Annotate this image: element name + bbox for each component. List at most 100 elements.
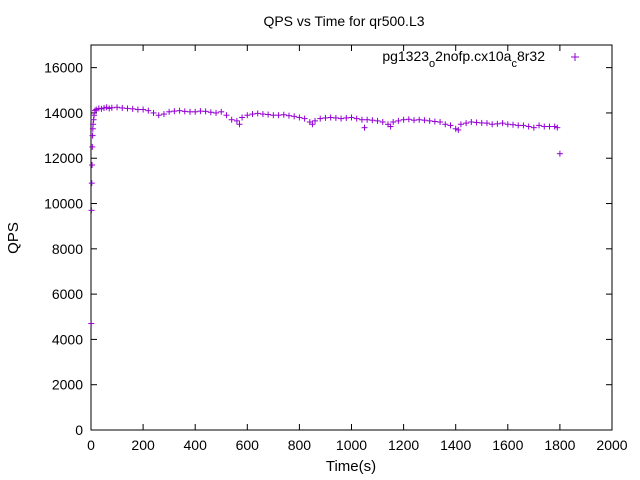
data-point [129, 105, 136, 112]
x-tick-label: 1200 [388, 437, 419, 453]
data-point [280, 111, 287, 118]
data-point [270, 112, 277, 119]
data-point [265, 111, 272, 118]
data-point [259, 111, 266, 118]
data-point [155, 112, 162, 119]
y-tick-label: 16000 [44, 60, 83, 76]
data-point [504, 121, 511, 128]
data-point [124, 105, 131, 112]
data-point [489, 121, 496, 128]
x-tick-label: 600 [236, 437, 260, 453]
data-point [114, 104, 121, 111]
data-point [338, 115, 345, 122]
data-point [233, 117, 240, 124]
y-tick-label: 2000 [52, 377, 83, 393]
data-point [171, 108, 178, 115]
data-point [90, 116, 97, 123]
data-point [181, 108, 188, 115]
legend-text-part: 8r32 [517, 48, 545, 64]
y-tick-label: 4000 [52, 331, 83, 347]
data-point [223, 112, 230, 119]
data-point [411, 117, 418, 124]
data-point [473, 119, 480, 126]
data-point [91, 112, 98, 119]
data-point [89, 132, 96, 139]
data-point [244, 112, 251, 119]
data-point [317, 115, 324, 122]
data-points [88, 104, 563, 327]
data-point [364, 116, 371, 123]
legend-entry: pg1323o2nofp.cx10ac8r32 [382, 48, 545, 70]
data-point [395, 117, 402, 124]
data-point [207, 109, 214, 116]
x-tick-label: 800 [288, 437, 312, 453]
data-point [400, 116, 407, 123]
data-point [358, 116, 365, 123]
data-point [145, 107, 152, 114]
data-point [494, 120, 501, 127]
data-point [103, 104, 110, 111]
data-point [551, 123, 558, 130]
x-tick-label: 1000 [336, 437, 367, 453]
data-point [455, 126, 462, 133]
data-point [421, 117, 428, 124]
legend-text-part: 2nofp.cx10a [435, 48, 511, 64]
data-point [254, 110, 261, 117]
data-point [452, 125, 459, 132]
data-point [369, 117, 376, 124]
y-tick-label: 14000 [44, 105, 83, 121]
data-point [119, 104, 126, 111]
data-point [530, 124, 537, 131]
data-point [468, 119, 475, 125]
legend-text-part: pg1323 [382, 48, 429, 64]
data-point [536, 122, 543, 129]
y-tick-label: 6000 [52, 286, 83, 302]
x-axis-label: Time(s) [326, 458, 376, 475]
data-point [353, 115, 360, 122]
data-point [556, 150, 563, 157]
data-point [160, 111, 167, 118]
data-point [361, 124, 368, 131]
y-axis: 0 2000 4000 6000 8000 10000 12000 14000 16000 [44, 60, 612, 438]
legend: pg1323o2nofp.cx10ac8r32 [382, 48, 579, 70]
data-point [285, 112, 292, 119]
data-point [463, 120, 470, 127]
x-tick-label: 0 [87, 437, 95, 453]
data-point [309, 121, 316, 128]
data-point [101, 104, 108, 111]
data-point [88, 180, 95, 187]
data-point [98, 105, 105, 112]
data-point [176, 107, 183, 114]
data-point [134, 106, 141, 113]
data-point [291, 113, 298, 120]
legend-subscript: c [511, 58, 517, 70]
data-point [89, 143, 96, 150]
data-point [218, 108, 225, 115]
data-point [88, 320, 95, 327]
data-point [106, 105, 113, 112]
data-point [343, 114, 350, 121]
data-point [554, 124, 561, 131]
data-point [447, 122, 454, 129]
data-point [327, 114, 334, 121]
data-point [515, 122, 522, 129]
data-point [166, 108, 173, 115]
data-point [93, 106, 100, 113]
data-point [442, 121, 449, 128]
data-point [322, 114, 329, 121]
data-point [374, 117, 381, 124]
data-point [228, 116, 235, 123]
x-tick-label: 1800 [544, 437, 575, 453]
y-tick-label: 12000 [44, 150, 83, 166]
data-point [89, 162, 96, 169]
x-axis: 0 200 400 600 800 1000 1200 1400 1600 1800 2000 [87, 45, 628, 453]
data-point [192, 108, 199, 115]
data-point [546, 123, 553, 130]
data-point [239, 114, 246, 121]
data-point [150, 109, 157, 116]
data-point [213, 109, 220, 116]
data-point [249, 111, 256, 118]
data-point [275, 112, 282, 119]
data-point [483, 120, 490, 127]
